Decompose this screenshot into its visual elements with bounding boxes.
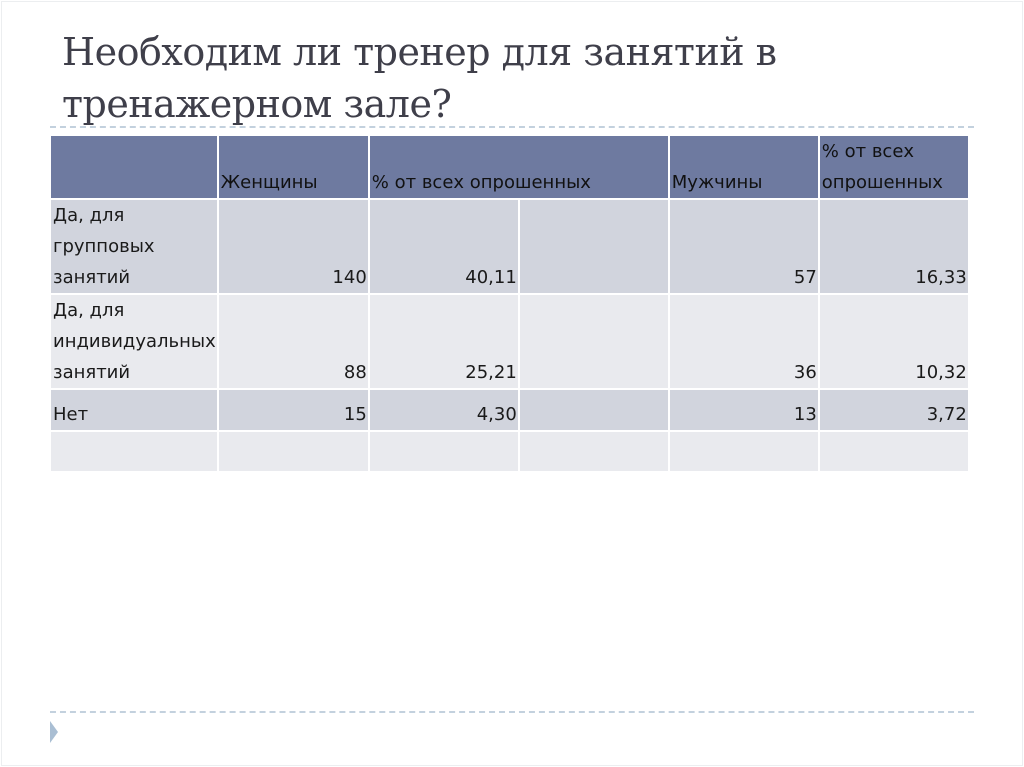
cell-women-pct: 40,11 bbox=[367, 198, 520, 295]
cell-men-pct: 16,33 bbox=[817, 198, 970, 295]
footer-divider bbox=[50, 711, 974, 713]
title-divider bbox=[50, 126, 974, 128]
table-row: Да, для групповых занятий 140 40,11 57 1… bbox=[49, 198, 970, 295]
table-row bbox=[49, 430, 970, 473]
cell-men-pct: 10,32 bbox=[817, 293, 970, 390]
cell-blank bbox=[517, 198, 670, 295]
table-header-row: Женщины % от всех опрошенных Мужчины % о… bbox=[49, 134, 970, 200]
header-men-pct: % от всех опрошенных bbox=[817, 134, 970, 200]
cell-blank bbox=[517, 430, 670, 473]
header-women: Женщины bbox=[216, 134, 370, 200]
row-label: Да, для групповых занятий bbox=[49, 198, 219, 295]
cell-women-pct: 25,21 bbox=[367, 293, 520, 390]
cell-men: 36 bbox=[667, 293, 820, 390]
cell-women bbox=[216, 430, 370, 473]
cell-men: 13 bbox=[667, 388, 820, 432]
header-women-pct: % от всех опрошенных bbox=[367, 134, 670, 200]
table-row: Нет 15 4,30 13 3,72 bbox=[49, 388, 970, 432]
row-label: Нет bbox=[49, 388, 219, 432]
cell-men: 57 bbox=[667, 198, 820, 295]
cell-men-pct bbox=[817, 430, 970, 473]
survey-table: Женщины % от всех опрошенных Мужчины % о… bbox=[49, 134, 970, 473]
cell-women-pct: 4,30 bbox=[367, 388, 520, 432]
row-label: Да, для индивидуальных занятий bbox=[49, 293, 219, 390]
slide-title: Необходим ли тренер для занятий в тренаж… bbox=[62, 30, 777, 126]
cell-blank bbox=[517, 388, 670, 432]
cell-men-pct: 3,72 bbox=[817, 388, 970, 432]
header-men: Мужчины bbox=[667, 134, 820, 200]
triangle-right-icon bbox=[50, 721, 58, 743]
cell-women: 15 bbox=[216, 388, 370, 432]
cell-women: 88 bbox=[216, 293, 370, 390]
cell-men bbox=[667, 430, 820, 473]
header-cell-blank bbox=[49, 134, 219, 200]
cell-women-pct bbox=[367, 430, 520, 473]
cell-women: 140 bbox=[216, 198, 370, 295]
table-row: Да, для индивидуальных занятий 88 25,21 … bbox=[49, 293, 970, 390]
row-label bbox=[49, 430, 219, 473]
cell-blank bbox=[517, 293, 670, 390]
